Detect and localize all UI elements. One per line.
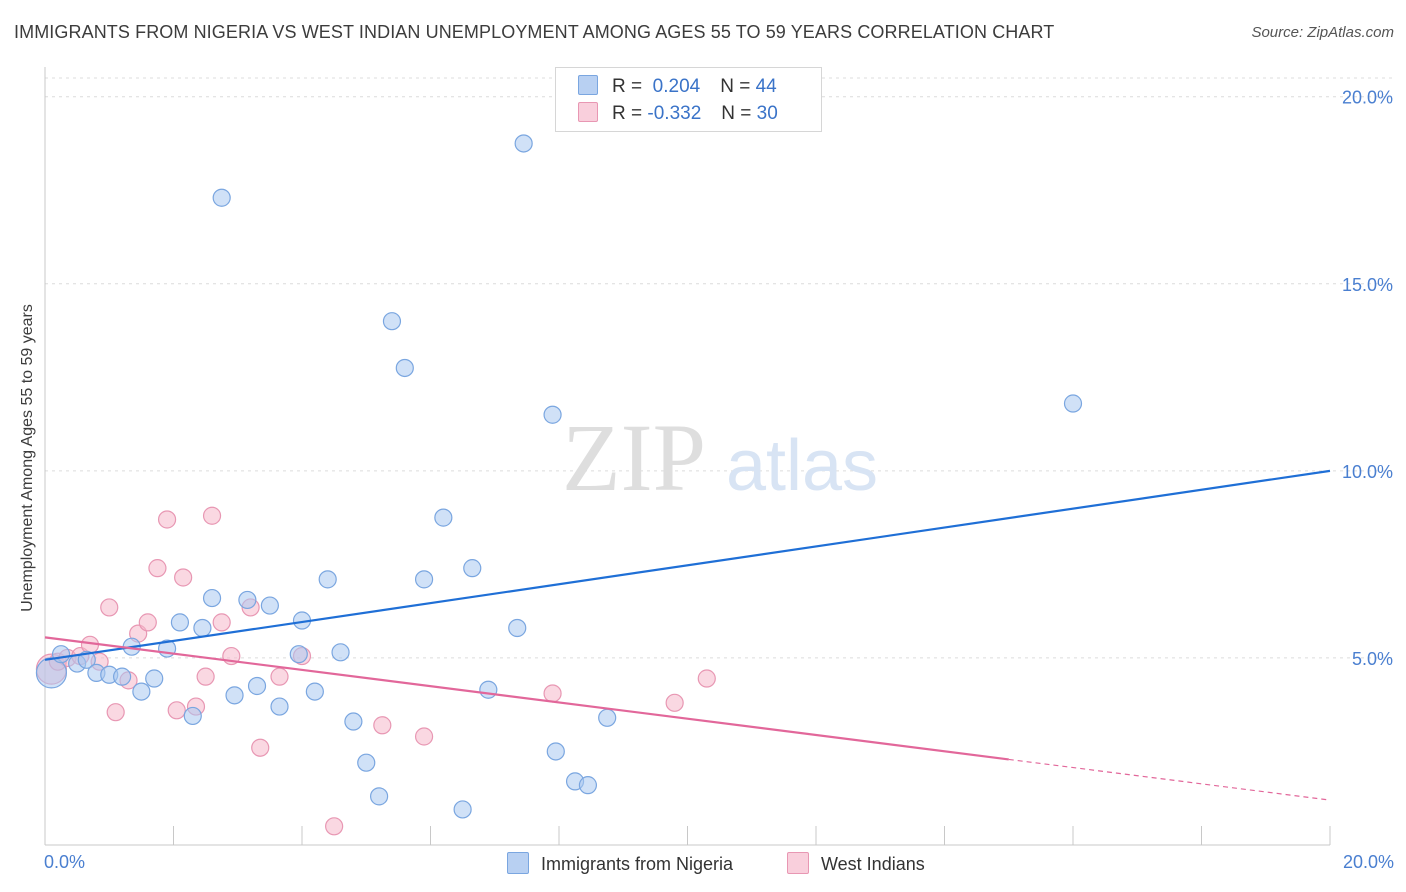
- point-nigeria: [414, 570, 434, 589]
- point-nigeria: [270, 697, 289, 716]
- legend-item-west-indians: West Indians: [787, 852, 925, 875]
- point-west-indians: [138, 613, 157, 632]
- point-nigeria: [77, 650, 96, 669]
- point-west-indians: [202, 506, 222, 525]
- x-tick-label-max: 20.0%: [1342, 852, 1394, 872]
- point-nigeria: [331, 643, 350, 662]
- legend-swatch-pink: [787, 852, 809, 874]
- trend-line-nigeria: [44, 469, 1331, 661]
- legend-row-west-indians: R = -0.332 N = 30: [578, 102, 778, 125]
- axes: [44, 67, 1331, 846]
- point-nigeria: [382, 312, 402, 331]
- point-nigeria: [318, 570, 337, 589]
- y-tick-label: 10.0%: [1342, 462, 1393, 482]
- point-west-indians: [148, 559, 167, 578]
- y-tick-label: 15.0%: [1342, 275, 1393, 295]
- point-nigeria: [305, 682, 324, 701]
- point-nigeria: [463, 559, 482, 578]
- data-points: [35, 134, 1083, 836]
- legend-r-value: -0.332: [647, 103, 702, 124]
- point-nigeria: [289, 645, 308, 664]
- source-credit: Source: ZipAtlas.com: [1251, 24, 1394, 41]
- point-nigeria: [238, 590, 257, 610]
- point-nigeria: [453, 800, 472, 819]
- watermark-atlas: atlas: [726, 426, 878, 506]
- point-west-indians: [106, 703, 125, 722]
- point-nigeria: [357, 753, 376, 772]
- legend-r-label: R =: [612, 76, 643, 97]
- legend-swatch-blue: [578, 75, 598, 95]
- point-west-indians: [174, 568, 193, 587]
- chart-title: IMMIGRANTS FROM NIGERIA VS WEST INDIAN U…: [14, 22, 1055, 42]
- legend-swatch-blue: [507, 852, 529, 874]
- point-nigeria: [212, 188, 231, 207]
- x-tick-label-min: 0.0%: [44, 852, 86, 872]
- point-nigeria: [434, 508, 453, 527]
- point-nigeria: [344, 712, 363, 731]
- point-west-indians: [270, 667, 289, 686]
- point-west-indians: [157, 510, 177, 529]
- legend-row-nigeria: R = 0.204 N = 44: [578, 75, 777, 98]
- point-nigeria: [578, 776, 598, 795]
- point-nigeria: [51, 645, 71, 664]
- point-nigeria: [112, 667, 132, 686]
- point-nigeria: [508, 618, 527, 638]
- point-west-indians: [414, 727, 434, 746]
- trend-lines: [44, 469, 1331, 801]
- legend-n-label: N =: [721, 103, 752, 124]
- point-nigeria: [514, 134, 533, 153]
- point-west-indians: [665, 693, 684, 712]
- point-nigeria: [170, 613, 190, 632]
- point-nigeria: [247, 676, 267, 696]
- point-west-indians: [196, 667, 215, 686]
- point-west-indians: [543, 684, 562, 703]
- point-west-indians: [100, 598, 119, 617]
- point-nigeria: [598, 708, 617, 727]
- point-nigeria: [145, 669, 164, 688]
- legend-item-nigeria: Immigrants from Nigeria: [507, 852, 733, 875]
- legend-r-label: R =: [612, 103, 643, 124]
- legend-r-value: 0.204: [652, 76, 701, 97]
- point-nigeria: [183, 706, 202, 726]
- point-west-indians: [325, 817, 344, 836]
- legend-label-nigeria: Immigrants from Nigeria: [541, 854, 734, 874]
- point-nigeria: [132, 682, 151, 701]
- point-nigeria: [370, 787, 389, 806]
- trend-line-west-indians: [44, 636, 1009, 761]
- legend-n-label: N =: [720, 76, 751, 97]
- point-nigeria: [225, 686, 244, 705]
- point-west-indians: [167, 701, 186, 720]
- y-tick-labels: 5.0% 10.0% 15.0% 20.0%: [1342, 88, 1393, 669]
- point-nigeria: [395, 358, 414, 378]
- point-west-indians: [373, 716, 392, 735]
- trend-line-west-indians-extension: [1008, 758, 1331, 801]
- point-nigeria: [260, 596, 279, 615]
- point-nigeria: [543, 405, 562, 424]
- legend-label-west-indians: West Indians: [821, 854, 925, 874]
- point-west-indians: [697, 669, 716, 688]
- legend-n-value: 30: [756, 103, 778, 124]
- watermark-zip: ZIP: [562, 404, 706, 511]
- point-nigeria: [193, 618, 212, 638]
- gridlines: [45, 77, 1393, 659]
- y-tick-label: 20.0%: [1342, 88, 1393, 108]
- legend-swatch-pink: [578, 102, 598, 122]
- point-west-indians: [251, 738, 270, 757]
- y-tick-label: 5.0%: [1352, 649, 1393, 669]
- point-nigeria: [202, 588, 222, 608]
- point-nigeria: [1063, 394, 1083, 413]
- watermark: ZIP atlas: [562, 404, 878, 511]
- point-nigeria: [546, 742, 565, 761]
- point-nigeria: [479, 680, 498, 699]
- point-west-indians: [212, 613, 231, 632]
- stats-legend: R = 0.204 N = 44 R = -0.332 N = 30: [555, 67, 822, 132]
- legend-n-value: 44: [755, 76, 777, 97]
